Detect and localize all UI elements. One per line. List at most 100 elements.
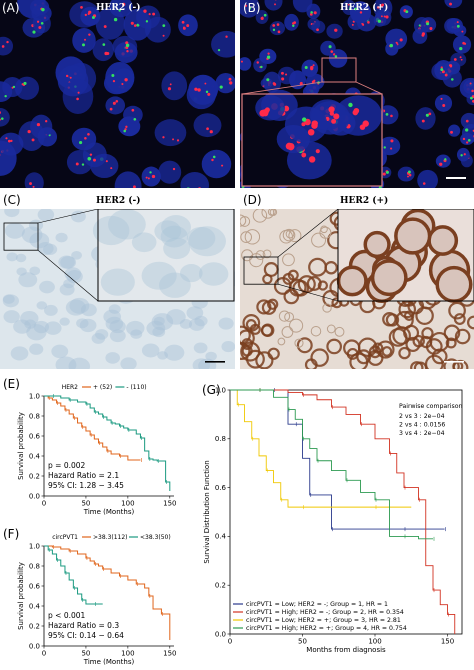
nucleus <box>114 171 142 188</box>
nucleus <box>456 147 470 162</box>
stained-cell <box>283 288 300 305</box>
red-signal <box>407 175 409 178</box>
unstained-cell <box>120 357 137 369</box>
green-signal <box>418 24 421 27</box>
green-signal <box>111 73 115 77</box>
green-signal <box>383 146 386 149</box>
y-tick-label: 0.6 <box>29 432 41 440</box>
inset-connector-bottom <box>37 249 99 302</box>
nucleus <box>452 35 472 54</box>
stromal-cell <box>281 326 294 338</box>
legend-entry: >38.3(112) <box>93 534 128 541</box>
y-tick-label: 0.6 <box>215 484 227 492</box>
y-tick-label: 0.4 <box>29 602 41 610</box>
km-line <box>230 389 433 540</box>
panel-c-letter: (C) <box>3 193 21 207</box>
unstained-cell <box>59 317 70 326</box>
nucleus <box>123 105 143 124</box>
panel-b-title: HER2 (+) <box>340 3 389 13</box>
green-signal <box>205 90 209 94</box>
unstained-cell <box>103 309 122 324</box>
green-signal <box>272 28 276 32</box>
panel-g-survival-chart: 0.0 0.2 0.4 0.6 0.8 1.0 0 50 100 150 Months from d… <box>190 378 474 670</box>
x-tick-label: 100 <box>368 638 381 646</box>
red-signal <box>293 21 297 24</box>
x-tick-label: 100 <box>121 500 134 508</box>
unstained-cell <box>153 316 165 326</box>
red-signal <box>133 24 137 27</box>
stromal-cell <box>282 253 295 267</box>
red-signal <box>87 132 90 136</box>
inset-connector-left <box>241 81 323 95</box>
green-signal <box>266 78 270 82</box>
inset-frame <box>241 93 383 187</box>
red-signal <box>461 30 464 33</box>
statistic-annotation: Hazard Ratio = 0.3 <box>48 621 119 630</box>
panel-d-letter: (D) <box>243 193 262 207</box>
stromal-cell <box>326 324 336 334</box>
red-signal <box>471 89 474 93</box>
stromal-cell <box>310 325 322 337</box>
nucleus <box>193 113 222 138</box>
red-signal <box>332 53 336 56</box>
stained-cell <box>256 299 272 315</box>
stromal-cell <box>322 303 332 313</box>
red-signal <box>385 15 389 19</box>
red-signal <box>77 91 80 94</box>
green-signal <box>385 170 389 174</box>
nucleus <box>448 124 461 137</box>
red-signal <box>244 4 248 7</box>
green-signal <box>405 10 409 14</box>
green-signal <box>425 113 429 117</box>
stromal-cell <box>282 228 296 242</box>
inset-source-box <box>321 57 357 83</box>
nucleus <box>434 94 453 112</box>
nucleus <box>158 160 182 184</box>
y-tick-label: 1.0 <box>29 392 40 400</box>
green-signal <box>12 85 16 89</box>
red-signal <box>6 40 9 44</box>
green-signal <box>260 65 263 69</box>
unstained-cell <box>152 326 166 338</box>
inset-connector-top <box>37 209 99 224</box>
unstained-cell <box>43 243 58 256</box>
nucleus <box>415 107 436 130</box>
red-signal <box>240 60 243 63</box>
stromal-cell <box>277 337 286 346</box>
inset-unstained-cell <box>188 226 226 257</box>
y-tick-label: 0.6 <box>29 582 41 590</box>
stained-cell <box>398 300 417 319</box>
y-tick-label: 1.0 <box>215 386 226 394</box>
nucleus <box>379 136 401 156</box>
stromal-cell <box>241 249 254 262</box>
stained-cell <box>372 342 384 354</box>
inset-red-signal <box>311 122 318 129</box>
red-signal <box>207 92 211 96</box>
green-signal <box>310 11 313 14</box>
x-tick-label: 50 <box>81 500 90 508</box>
unstained-cell <box>193 342 208 354</box>
stromal-cell <box>288 229 302 243</box>
green-signal <box>426 22 430 26</box>
red-signal <box>367 21 370 24</box>
red-signal <box>172 167 176 171</box>
nucleus <box>180 172 210 188</box>
stained-cell <box>246 349 265 369</box>
y-tick-label: 0.0 <box>29 642 40 650</box>
nucleus <box>320 40 336 56</box>
stromal-cell <box>278 310 291 322</box>
inset-background <box>98 209 234 301</box>
red-signal <box>351 23 354 26</box>
red-signal <box>80 5 83 9</box>
survival-chart-groups: 0.0 0.2 0.4 0.6 0.8 1.0 0 50 100 150 Months from d… <box>203 386 462 654</box>
red-signal <box>172 138 175 141</box>
red-signal <box>84 38 86 41</box>
stained-cell <box>431 348 448 365</box>
stromal-cell <box>334 326 345 337</box>
pairwise-title: Pairwise comparison <box>399 403 462 410</box>
green-signal <box>113 17 118 22</box>
unstained-cell <box>59 283 75 296</box>
stained-cell <box>255 351 274 369</box>
stained-cell <box>317 280 329 291</box>
red-signal <box>36 122 41 127</box>
